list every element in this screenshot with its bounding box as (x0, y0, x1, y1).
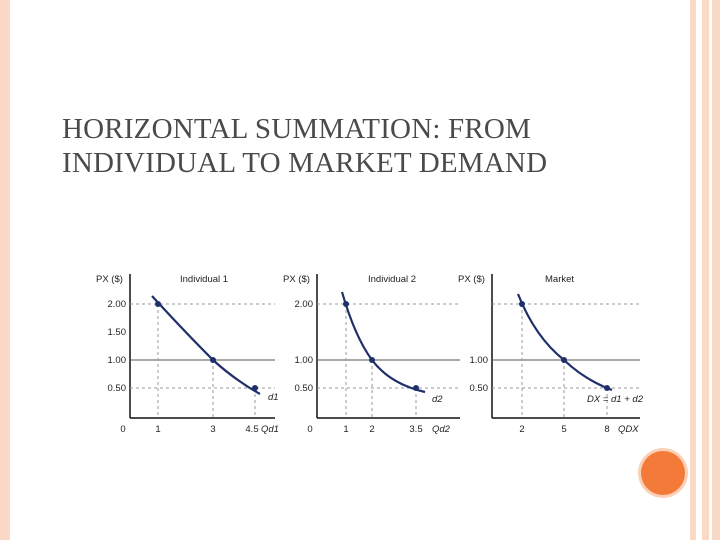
panel3-demand-curve (516, 293, 613, 392)
panel3-xtick-2: 2 (519, 424, 524, 435)
panel2-heading: Individual 2 (368, 274, 416, 285)
panel2-ytick-100: 1.00 (295, 355, 314, 366)
panel3-curve-label: DX = d1 + d2 (587, 394, 644, 405)
panel2-xtick-35: 3.5 (409, 424, 422, 435)
panel1-y-axis-label: PX ($) (96, 274, 123, 285)
panel-individual-1: PX ($) Individual 1 2.00 1.50 1.00 0.50 … (96, 274, 279, 435)
panel1-xtick-0: 0 (120, 424, 125, 435)
right-frame-line (709, 0, 712, 540)
panel3-point-2 (519, 301, 525, 307)
panel1-xtick-3: 3 (210, 424, 215, 435)
panel3-point-5 (561, 357, 567, 363)
decorative-orange-circle (641, 451, 685, 495)
panel1-heading: Individual 1 (180, 274, 228, 285)
panel3-heading: Market (545, 274, 574, 285)
panel2-ytick-050: 0.50 (295, 383, 314, 394)
panel2-xtick-0: 0 (307, 424, 312, 435)
panel2-xtick-1: 1 (343, 424, 348, 435)
slide-title: HORIZONTAL SUMMATION: FROM INDIVIDUAL TO… (62, 112, 662, 180)
panel3-ytick-100: 1.00 (470, 355, 489, 366)
panel1-xtick-45: 4.5 (245, 424, 258, 435)
panel1-point-45 (252, 385, 258, 391)
panel1-ytick-150: 1.50 (108, 327, 127, 338)
panel3-y-axis-label: PX ($) (458, 274, 485, 285)
panel2-point-35 (413, 385, 419, 391)
panel2-ytick-200: 2.00 (295, 299, 314, 310)
panel1-ytick-200: 2.00 (108, 299, 127, 310)
right-frame-stripe (696, 0, 702, 540)
panel3-ytick-050: 0.50 (470, 383, 489, 394)
panel3-xtick-5: 5 (561, 424, 566, 435)
panel1-ytick-100: 1.00 (108, 355, 127, 366)
panel3-xtick-8: 8 (604, 424, 609, 435)
title-line-1: HORIZONTAL SUMMATION: FROM (62, 113, 532, 145)
panel1-demand-curve (151, 295, 261, 395)
panel1-point-3 (210, 357, 216, 363)
panel1-point-1 (155, 301, 161, 307)
panel2-point-1 (343, 301, 349, 307)
panel2-y-axis-label: PX ($) (283, 274, 310, 285)
panel2-x-axis-label: Qd2 (432, 424, 451, 435)
panel1-xtick-1: 1 (155, 424, 160, 435)
left-frame-border (0, 0, 10, 540)
panel1-x-axis-label: Qd1 (261, 424, 279, 435)
panel3-point-8 (604, 385, 610, 391)
right-frame-border (690, 0, 720, 540)
panel1-curve-label: d1 (268, 392, 279, 403)
panel-individual-2: PX ($) Individual 2 2.00 1.00 0.50 0 1 2… (283, 274, 460, 435)
title-line-2: INDIVIDUAL TO MARKET DEMAND (62, 147, 548, 179)
panel2-point-2 (369, 357, 375, 363)
panel2-demand-curve (340, 291, 426, 394)
panel-market: PX ($) Market 1.00 0.50 2 5 8 QDX DX = d… (458, 274, 644, 435)
panel1-ytick-050: 0.50 (108, 383, 127, 394)
panel2-xtick-2: 2 (369, 424, 374, 435)
demand-graphs: PX ($) Individual 1 2.00 1.50 1.00 0.50 … (96, 274, 644, 435)
panel3-x-axis-label: QDX (618, 424, 639, 435)
panel2-curve-label: d2 (432, 394, 443, 405)
